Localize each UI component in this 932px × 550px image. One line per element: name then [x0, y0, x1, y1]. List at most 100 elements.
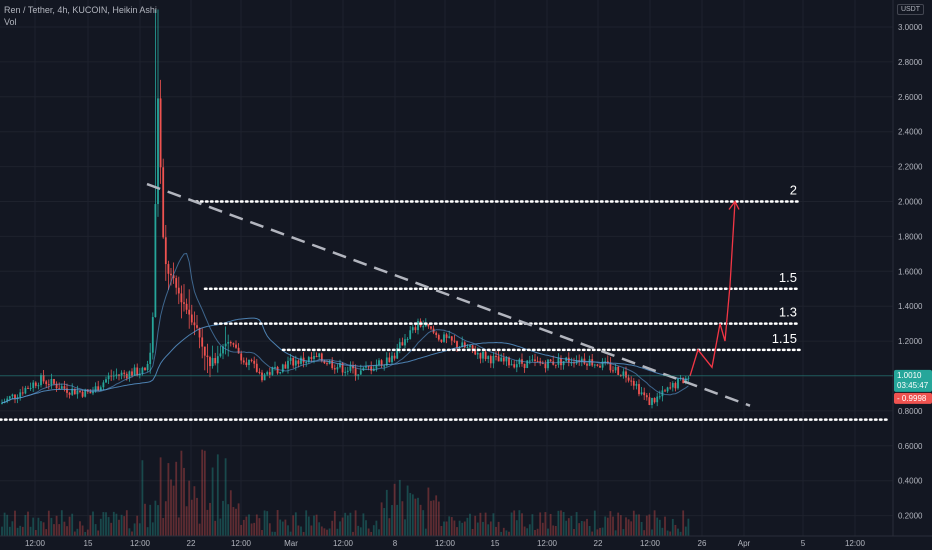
candle-body [224, 343, 227, 347]
volume-bar [45, 529, 48, 536]
volume-bar [146, 527, 149, 536]
volume-bar [172, 485, 175, 536]
y-tick-label: 3.0000 [898, 23, 923, 32]
candle-body [411, 327, 414, 331]
volume-bar [133, 523, 136, 536]
volume-bar [258, 518, 261, 536]
volume-bar [276, 510, 279, 536]
candle-body [370, 366, 373, 371]
volume-bar [682, 510, 685, 536]
volume-bar [440, 526, 443, 536]
candle-body [461, 342, 464, 348]
candle-body [235, 344, 237, 348]
volume-bar [266, 511, 269, 536]
candle-body [92, 391, 94, 394]
candle-body [320, 353, 323, 361]
volume-bar [430, 500, 432, 536]
candle-body [513, 364, 516, 368]
candle-body [357, 374, 360, 376]
volume-bar [159, 457, 162, 536]
volume-bar [60, 510, 63, 536]
volume-bar [422, 510, 425, 536]
candle-body [609, 363, 612, 371]
candle-body [484, 351, 487, 360]
candle-body [255, 363, 258, 372]
volume-bar [162, 517, 165, 536]
candle-body [318, 353, 321, 357]
volume-bar [214, 520, 217, 536]
candle-body [146, 364, 149, 371]
candle-body [687, 377, 690, 379]
candle-body [580, 358, 583, 362]
candle-body [305, 362, 308, 364]
candle-body [466, 347, 469, 349]
volume-bar [263, 510, 266, 536]
time-axis[interactable]: 12:00 15 12:00 22 12:00 Mar 12:00 8 12:00 15 12:00… [25, 539, 866, 548]
volume-bar [627, 519, 630, 536]
volume-bar [84, 531, 87, 536]
candle-body [471, 345, 474, 350]
volume-bar [557, 510, 560, 536]
volume-bar [42, 522, 45, 536]
volume-bar [604, 516, 607, 536]
volume-bar [211, 467, 214, 536]
candle-body [599, 365, 601, 368]
volume-bar [445, 521, 448, 536]
volume-bar [687, 518, 690, 536]
y-tick-label: 0.2000 [898, 512, 923, 521]
volume-bar [544, 512, 547, 536]
volume-bar [8, 526, 11, 536]
candle-body [549, 359, 552, 362]
volume-bar [515, 520, 518, 536]
volume-bar [534, 529, 536, 536]
volume-bar [188, 480, 191, 536]
candle-body [229, 342, 232, 344]
candle-body [222, 346, 224, 354]
volume-bar [656, 517, 659, 536]
currency-label[interactable]: USDT [896, 4, 924, 15]
volume-bar [268, 523, 271, 536]
candle-body [81, 391, 84, 397]
volume-bar [370, 531, 373, 536]
volume-bar [320, 526, 323, 536]
volume-bar [198, 523, 201, 536]
candle-body [445, 334, 448, 338]
volume-bar [224, 458, 227, 536]
volume-bar [222, 500, 224, 536]
candle-body [188, 309, 191, 315]
candle-body [336, 367, 339, 370]
candle-body [541, 362, 544, 364]
volume-bar [669, 531, 672, 536]
candle-body [398, 342, 401, 349]
volume-bar [583, 521, 586, 536]
volume-bar [414, 498, 417, 536]
volume-bar [437, 501, 440, 536]
candle-body [333, 368, 336, 370]
candle-body [287, 360, 289, 369]
price-axis[interactable]: 3.0000 2.8000 2.6000 2.4000 2.2000 2.0000 1.80… [0, 0, 932, 537]
volume-bar [601, 527, 604, 536]
volume-bar [388, 518, 391, 536]
volume-bar [240, 524, 243, 536]
candle-body [6, 398, 9, 402]
volume-bar [664, 516, 666, 536]
candle-body [300, 357, 302, 364]
candle-body [479, 353, 482, 359]
candle-body [151, 317, 154, 353]
candle-body [328, 360, 331, 364]
volume-bar [404, 519, 406, 536]
candle-body [510, 364, 513, 366]
candle-body [71, 388, 74, 395]
candle-body [115, 374, 118, 376]
candle-body [40, 375, 42, 386]
candle-body [266, 372, 269, 375]
volume-bar [235, 508, 237, 536]
volume-bar [250, 523, 253, 536]
candle-body [53, 378, 55, 384]
candle-body [227, 342, 230, 344]
volume-bar [427, 487, 430, 536]
volume-bar [175, 461, 178, 536]
volume-bar [71, 513, 74, 536]
candle-body [682, 377, 685, 384]
